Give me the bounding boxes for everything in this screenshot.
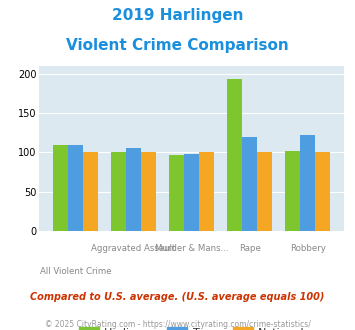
Bar (141, 152, 156, 231)
Bar (227, 79, 242, 231)
Text: Rape: Rape (239, 244, 261, 253)
Bar (169, 155, 184, 231)
Text: Murder & Mans...: Murder & Mans... (155, 244, 229, 253)
Text: Compared to U.S. average. (U.S. average equals 100): Compared to U.S. average. (U.S. average … (30, 292, 325, 302)
Bar (300, 135, 315, 231)
Bar (53, 145, 68, 231)
Text: Violent Crime Comparison: Violent Crime Comparison (66, 38, 289, 53)
Text: 2019 Harlingen: 2019 Harlingen (112, 8, 243, 23)
Bar (83, 152, 98, 231)
Legend: Harlingen, Texas, National: Harlingen, Texas, National (74, 322, 309, 330)
Text: © 2025 CityRating.com - https://www.cityrating.com/crime-statistics/: © 2025 CityRating.com - https://www.city… (45, 320, 310, 329)
Bar (126, 148, 141, 231)
Bar (184, 154, 199, 231)
Bar (242, 137, 257, 231)
Bar (111, 152, 126, 231)
Bar (315, 152, 331, 231)
Text: Robbery: Robbery (290, 244, 326, 253)
Bar (285, 151, 300, 231)
Text: Aggravated Assault: Aggravated Assault (92, 244, 176, 253)
Bar (257, 152, 272, 231)
Text: All Violent Crime: All Violent Crime (40, 267, 111, 276)
Bar (199, 152, 214, 231)
Bar (68, 145, 83, 231)
